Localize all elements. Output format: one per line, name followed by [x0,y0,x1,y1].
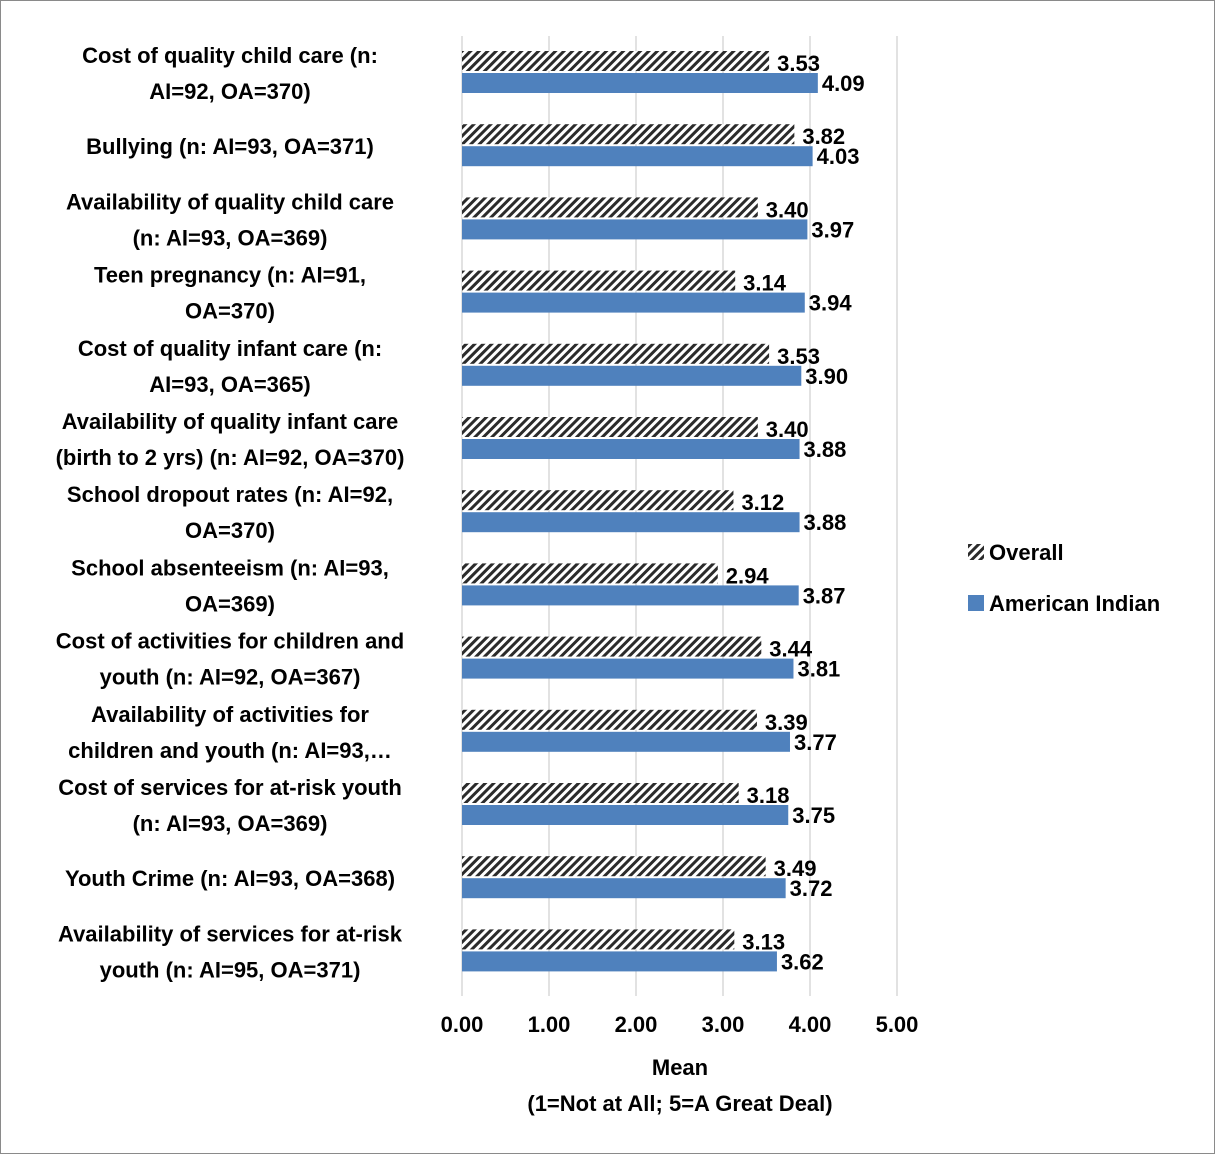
bars [462,51,818,972]
category-label-12: Availability of services for at-risk yout… [58,921,403,982]
data-label-american-indian-9: 3.77 [794,730,837,755]
data-label-overall-8: 3.44 [769,637,813,662]
bar-american-indian-6 [462,512,800,533]
legend-label-0: Overall [989,540,1064,565]
category-label-9: Availability of activities for children a… [68,702,392,763]
category-label-3: Teen pregnancy (n: AI=91, OA=370) [94,263,366,324]
category-label-6: School dropout rates (n: AI=92, OA=370) [67,482,393,543]
data-label-american-indian-10: 3.75 [792,803,835,828]
data-label-american-indian-6: 3.88 [804,510,847,535]
legend: Overall American Indian [968,540,1160,616]
bar-overall-6 [462,490,734,511]
data-label-american-indian-3: 3.94 [809,291,853,316]
bar-overall-0 [462,51,770,71]
data-label-american-indian-5: 3.88 [804,437,847,462]
category-label-2: Availability of quality child care (n: AI… [66,189,394,250]
category-label-8: Cost of activities for children and youth… [56,629,404,690]
bar-overall-8 [462,636,762,657]
data-label-american-indian-11: 3.72 [790,876,833,901]
bar-american-indian-3 [462,292,805,313]
data-label-overall-2: 3.40 [766,197,809,222]
bar-overall-3 [462,270,736,291]
data-label-overall-12: 3.13 [742,929,785,954]
data-label-overall-5: 3.40 [766,417,809,442]
data-label-overall-4: 3.53 [777,344,820,369]
bar-american-indian-7 [462,585,799,606]
bar-american-indian-0 [462,73,818,93]
category-label-1: Bullying (n: AI=93, OA=371) [86,134,374,159]
data-label-american-indian-4: 3.90 [805,364,848,389]
data-label-overall-10: 3.18 [747,783,790,808]
data-label-american-indian-1: 4.03 [817,144,860,169]
bar-american-indian-12 [462,951,777,972]
x-axis-title: Mean (1=Not at All; 5=A Great Deal) [527,1055,832,1116]
x-tick-label-2: 2.00 [615,1012,658,1037]
data-label-american-indian-8: 3.81 [797,657,840,682]
bar-overall-12 [462,929,735,950]
category-label-5: Availability of quality infant care (birt… [56,409,405,470]
category-label-4: Cost of quality infant care (n: AI=93, OA… [78,336,382,397]
x-axis-title-line-0: Mean [652,1055,708,1080]
category-label-0: Cost of quality child care (n: AI=92, OA=… [82,43,378,104]
legend-swatch-0 [968,544,984,560]
data-labels: 3.534.093.824.033.403.973.143.943.533.90… [726,51,865,974]
data-label-overall-1: 3.82 [802,124,845,149]
data-label-overall-9: 3.39 [765,710,808,735]
bar-american-indian-9 [462,731,790,752]
data-label-american-indian-7: 3.87 [803,583,846,608]
bar-american-indian-11 [462,878,786,899]
data-label-overall-3: 3.14 [743,271,787,296]
x-tick-label-3: 3.00 [702,1012,745,1037]
data-label-overall-6: 3.12 [741,490,784,515]
bar-american-indian-8 [462,658,794,679]
bar-overall-1 [462,124,795,145]
x-axis-ticks: 0.00 1.00 2.00 3.00 4.00 5.00 [441,1012,919,1037]
x-tick-label-0: 0.00 [441,1012,484,1037]
data-label-overall-7: 2.94 [726,563,770,588]
bar-overall-7 [462,563,718,584]
bar-american-indian-10 [462,805,789,825]
category-label-7: School absenteeism (n: AI=93, OA=369) [71,555,389,616]
category-label-10: Cost of services for at-risk youth (n: AI… [58,775,402,836]
bar-american-indian-5 [462,439,800,459]
data-label-overall-11: 3.49 [774,856,817,881]
legend-swatch-1 [968,595,984,611]
bar-american-indian-4 [462,365,802,386]
bar-overall-4 [462,343,770,364]
bar-overall-5 [462,417,758,437]
x-tick-label-5: 5.00 [876,1012,919,1037]
data-label-overall-0: 3.53 [777,51,820,76]
category-labels: Cost of quality child care (n: AI=92, OA=… [56,43,405,982]
bar-american-indian-1 [462,146,813,167]
data-label-american-indian-2: 3.97 [811,217,854,242]
data-label-american-indian-12: 3.62 [781,949,824,974]
bar-american-indian-2 [462,219,808,240]
legend-label-1: American Indian [989,591,1160,616]
x-tick-label-1: 1.00 [528,1012,571,1037]
bar-overall-11 [462,856,766,877]
x-tick-label-4: 4.00 [789,1012,832,1037]
bar-overall-2 [462,197,758,218]
bar-overall-9 [462,709,757,730]
bar-overall-10 [462,783,739,803]
data-label-american-indian-0: 4.09 [822,71,865,96]
category-label-11: Youth Crime (n: AI=93, OA=368) [65,866,395,891]
x-axis-title-line-1: (1=Not at All; 5=A Great Deal) [527,1091,832,1116]
